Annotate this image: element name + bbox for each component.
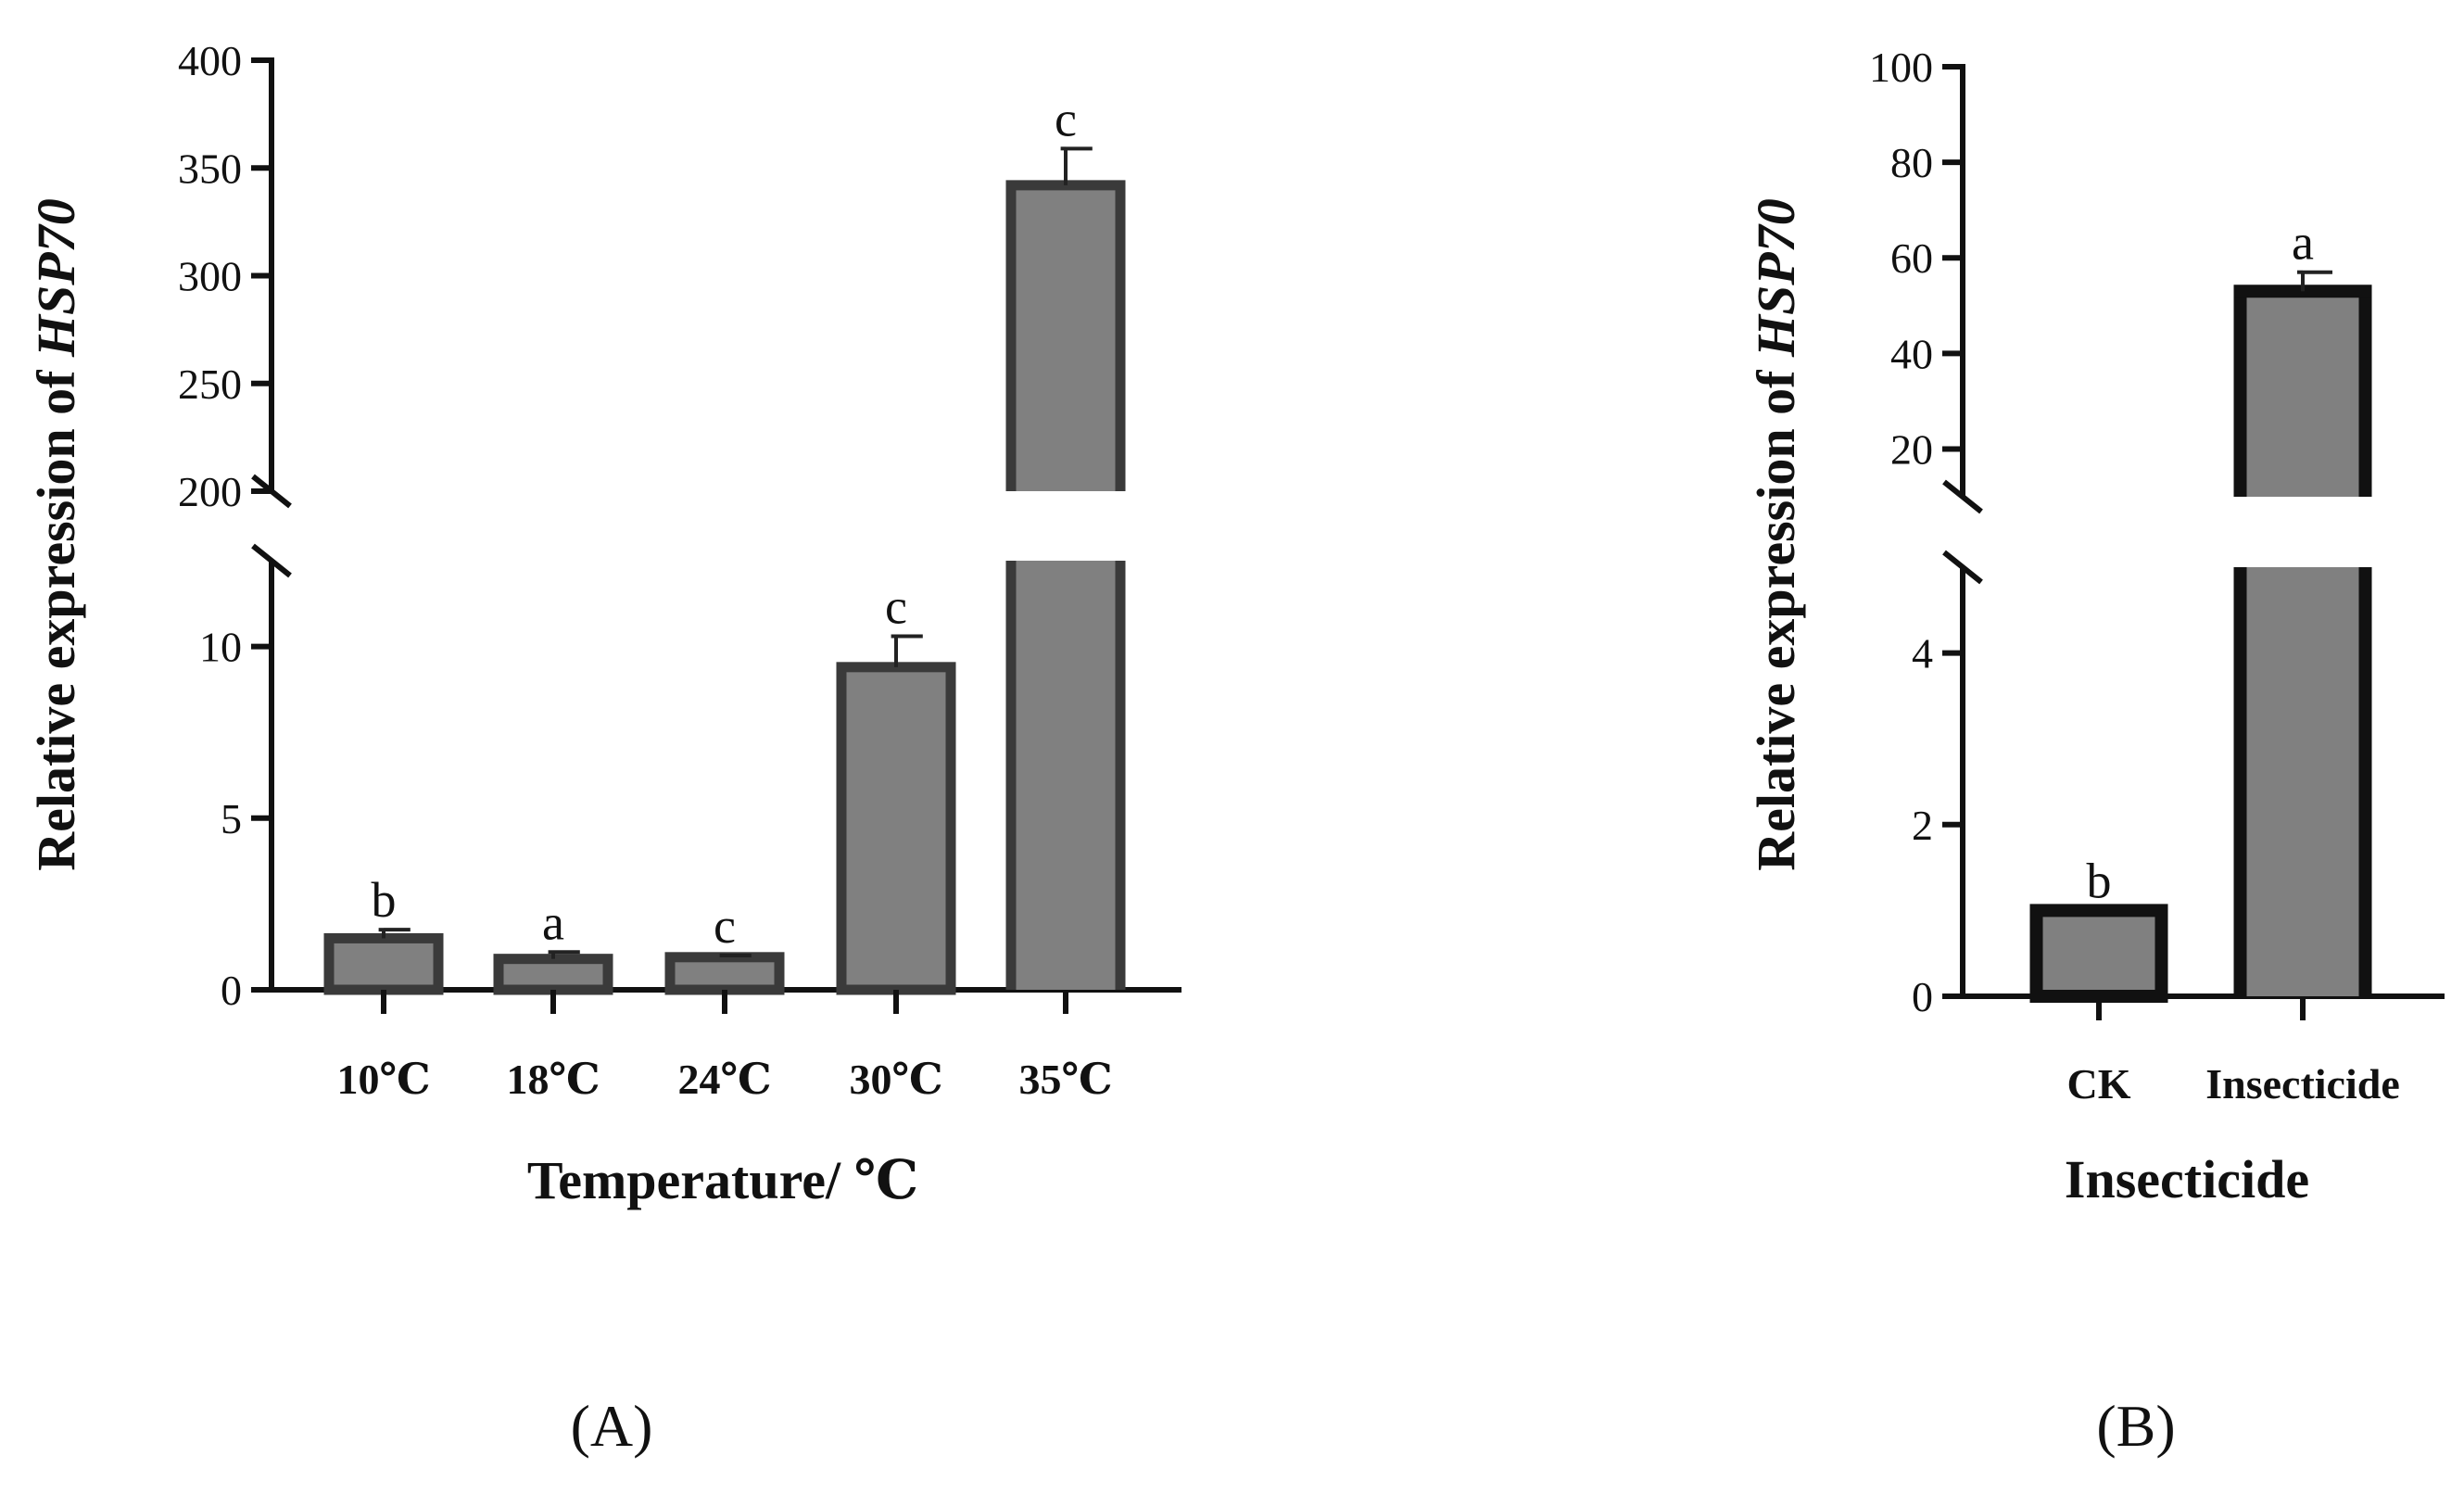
y-tick-label: 40 bbox=[1890, 330, 1933, 377]
y-tick-label: 100 bbox=[1869, 44, 1933, 91]
y-tick-label: 60 bbox=[1890, 234, 1933, 282]
bar bbox=[2240, 291, 2366, 497]
x-tick-label: Insecticide bbox=[2205, 1060, 2400, 1107]
x-tick-label: 30℃ bbox=[849, 1056, 942, 1103]
x-tick-label: 35℃ bbox=[1018, 1056, 1112, 1103]
significance-letter: a bbox=[542, 894, 564, 950]
x-tick-label: CK bbox=[2067, 1060, 2131, 1107]
x-tick-label: 24℃ bbox=[677, 1056, 771, 1103]
y-tick-label: 20 bbox=[1890, 425, 1933, 473]
y-tick-label: 350 bbox=[178, 145, 242, 192]
bar bbox=[664, 952, 785, 995]
bar bbox=[323, 932, 444, 995]
y-axis-title-prefix: Relative expression of bbox=[1746, 357, 1806, 871]
x-axis-title: Temperature/ ℃ bbox=[527, 1150, 918, 1210]
bar bbox=[1011, 184, 1120, 491]
y-axis-title-gene: HSP70 bbox=[1746, 198, 1806, 358]
y-tick-label: 2 bbox=[1912, 802, 1933, 849]
x-axis-title: Insecticide bbox=[2065, 1149, 2309, 1209]
y-tick-label: 80 bbox=[1890, 139, 1933, 186]
y-tick-label: 300 bbox=[178, 253, 242, 300]
y-tick-label: 4 bbox=[1912, 630, 1933, 677]
x-tick-label: 18℃ bbox=[506, 1056, 600, 1103]
y-axis-title: Relative expression of HSP70 bbox=[26, 198, 86, 871]
significance-letter: c bbox=[885, 578, 907, 634]
y-tick-label: 200 bbox=[178, 468, 242, 515]
axis-break-mark bbox=[1942, 479, 1983, 514]
y-tick-label: 250 bbox=[178, 361, 242, 408]
bar bbox=[836, 662, 956, 995]
y-tick-label: 5 bbox=[221, 795, 242, 842]
bar bbox=[493, 954, 613, 995]
x-tick-label: 10℃ bbox=[336, 1056, 430, 1103]
y-axis-title: Relative expression of HSP70 bbox=[1746, 198, 1806, 871]
bar bbox=[2240, 567, 2366, 996]
bar bbox=[2029, 904, 2168, 1004]
axis-break-mark bbox=[1942, 550, 1983, 585]
axis-break-mark bbox=[251, 543, 292, 578]
significance-letter: c bbox=[1055, 91, 1077, 146]
y-tick-label: 10 bbox=[199, 624, 242, 671]
y-tick-label: 0 bbox=[1912, 973, 1933, 1020]
panel-label: (A) bbox=[571, 1393, 653, 1459]
significance-letter: c bbox=[714, 898, 736, 954]
y-tick-label: 400 bbox=[178, 37, 242, 84]
y-tick-label: 0 bbox=[221, 967, 242, 1014]
significance-letter: b bbox=[372, 872, 397, 928]
y-axis-title-prefix: Relative expression of bbox=[26, 357, 86, 871]
chart-panel-b: 0 2 4 20 40 60 80 100 b CK a Insecticide Insecticide… bbox=[1746, 44, 2445, 1459]
significance-letter: a bbox=[2292, 215, 2314, 271]
significance-letter: b bbox=[2087, 853, 2112, 908]
y-axis-title-gene: HSP70 bbox=[26, 198, 86, 358]
chart-panel-a: 0 5 10 200 250 300 350 400 b 10℃ a 18℃ c 24℃ c 30℃ c 35℃ T… bbox=[26, 37, 1181, 1459]
bar bbox=[1011, 561, 1120, 990]
panel-label: (B) bbox=[2096, 1393, 2175, 1459]
